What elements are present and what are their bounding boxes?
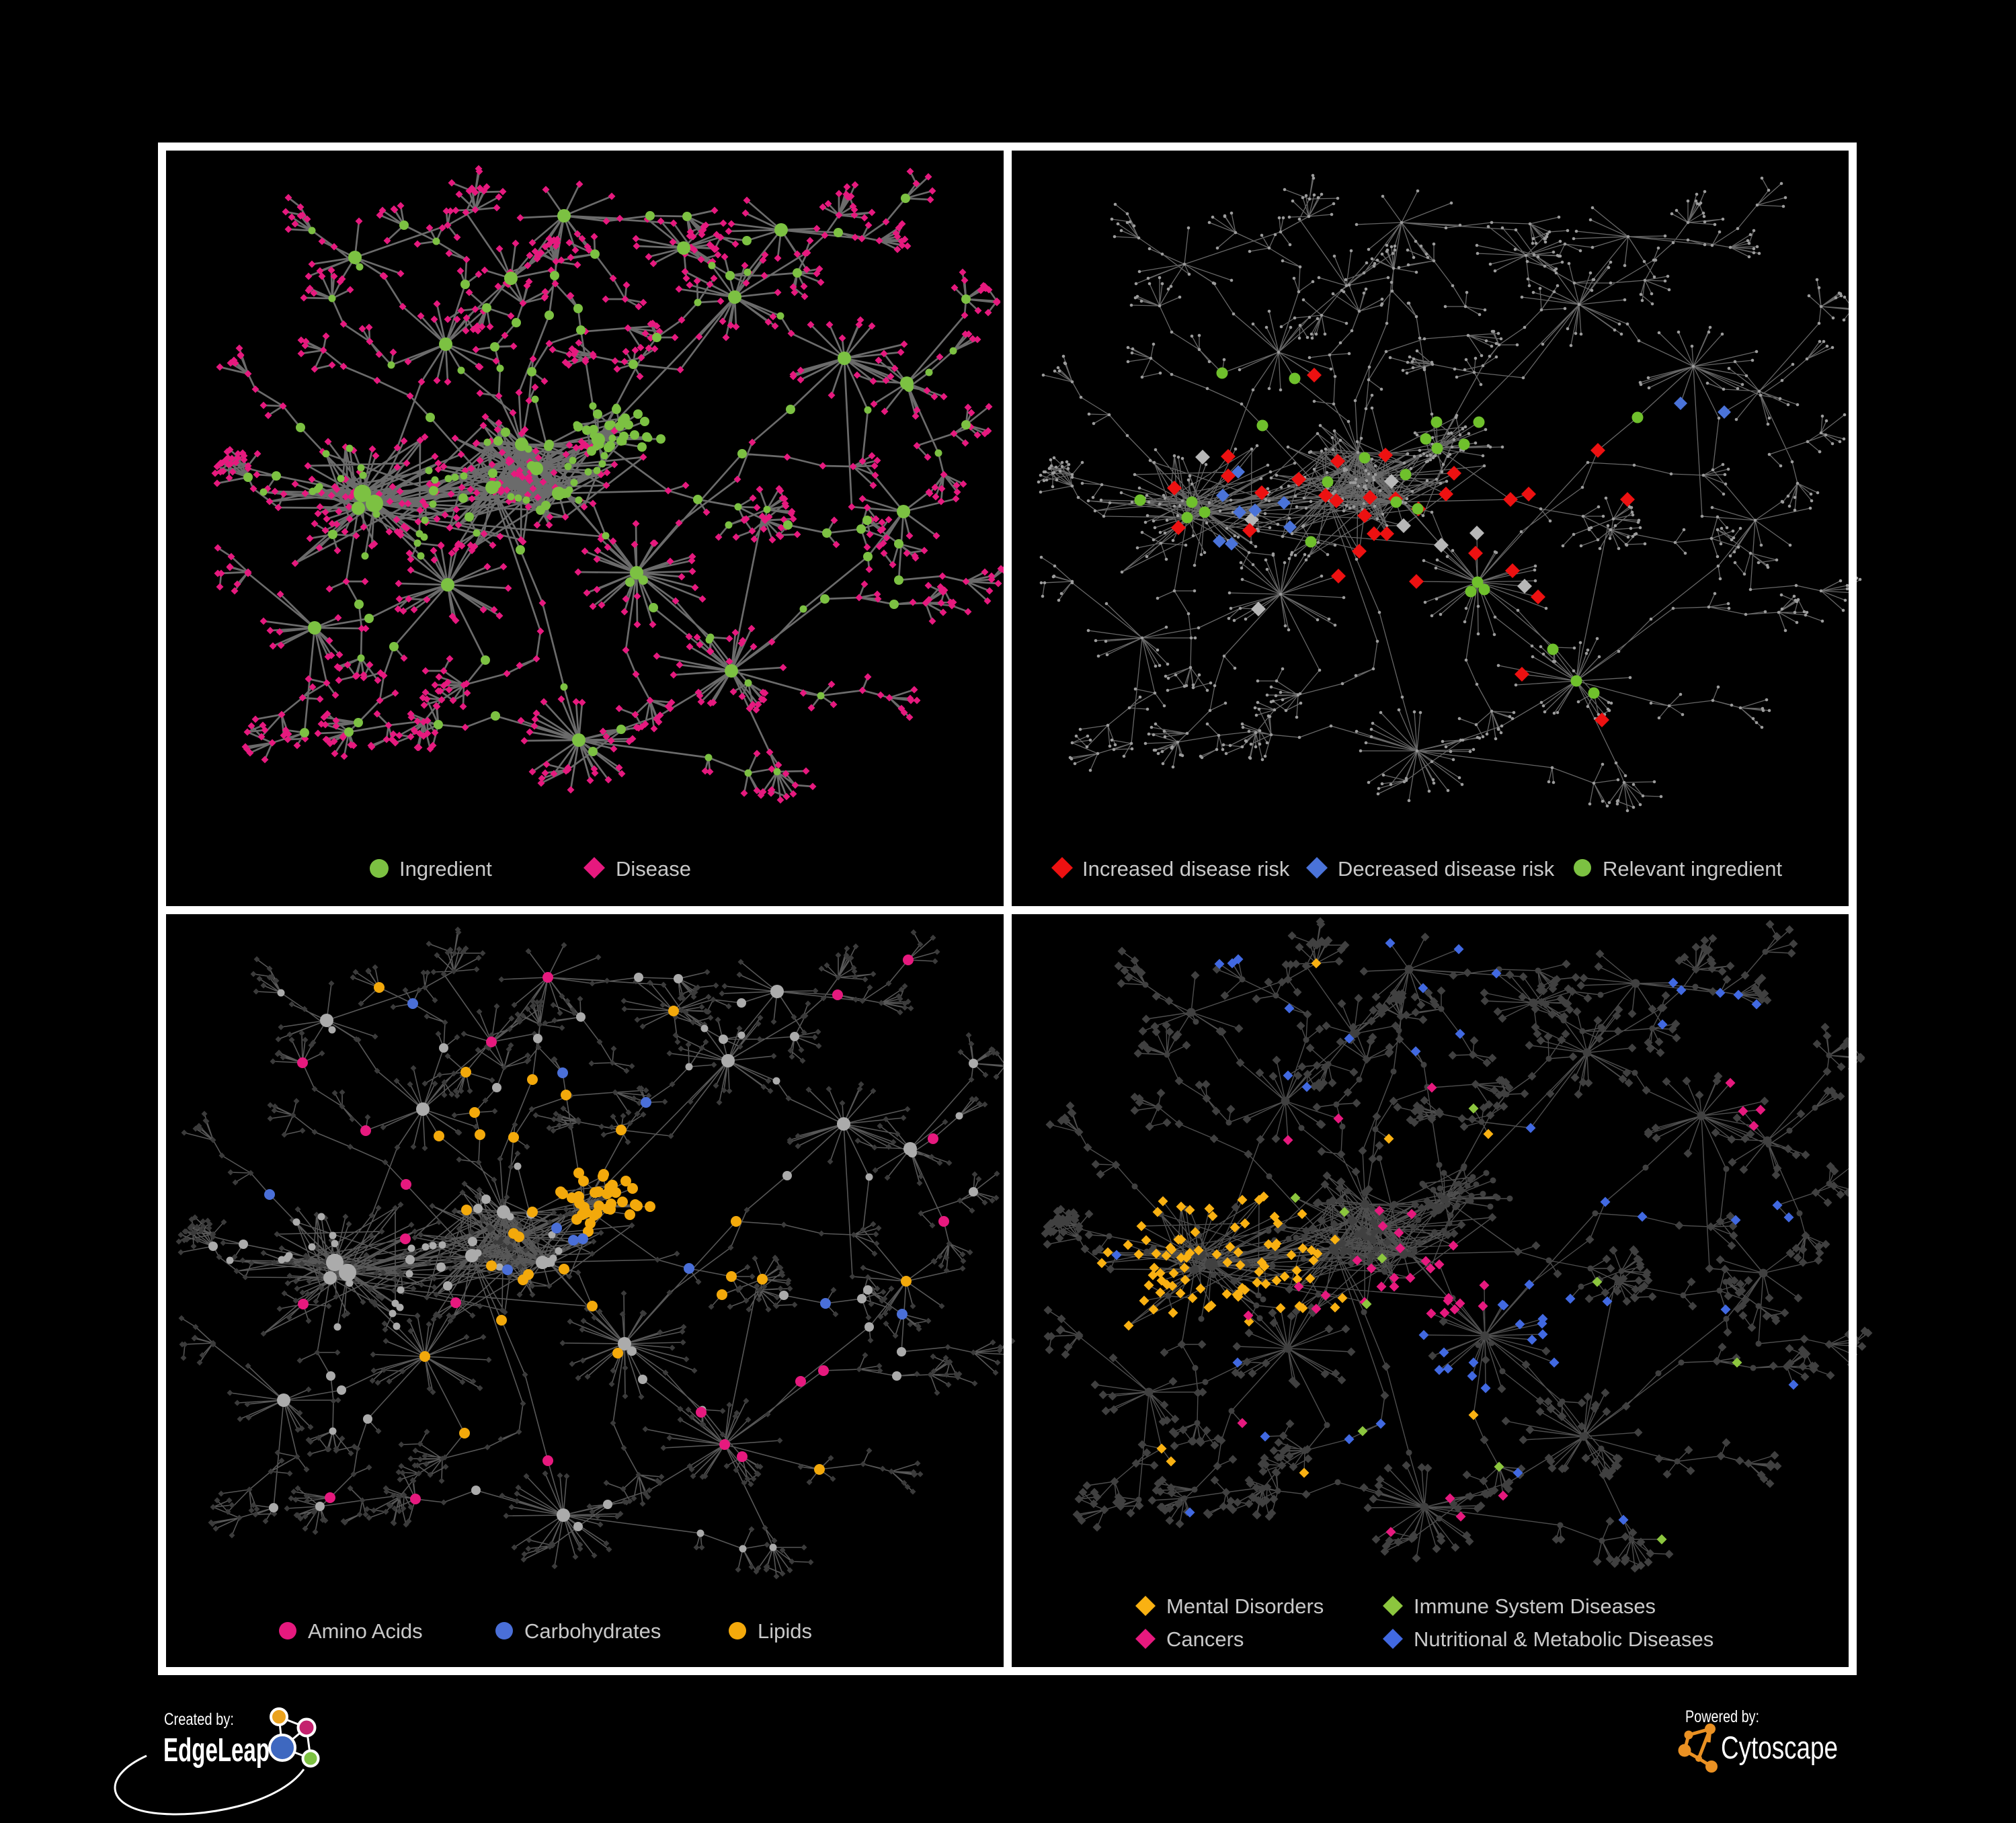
svg-text:Increased disease risk: Increased disease risk (1082, 857, 1290, 881)
svg-text:Amino Acids: Amino Acids (308, 1619, 423, 1643)
svg-text:Immune System Diseases: Immune System Diseases (1414, 1594, 1656, 1618)
svg-text:Carbohydrates: Carbohydrates (524, 1619, 661, 1643)
svg-text:Cancers: Cancers (1166, 1627, 1244, 1651)
svg-text:Disease: Disease (616, 857, 691, 881)
svg-text:Nutritional & Metabolic Diseas: Nutritional & Metabolic Diseases (1414, 1627, 1713, 1651)
svg-text:Mental Disorders: Mental Disorders (1166, 1594, 1324, 1618)
svg-text:Ingredient: Ingredient (399, 857, 492, 881)
svg-text:Relevant ingredient: Relevant ingredient (1603, 857, 1783, 881)
svg-text:EdgeLeap: EdgeLeap (163, 1732, 270, 1769)
svg-text:Decreased disease risk: Decreased disease risk (1338, 857, 1555, 881)
svg-text:Cytoscape: Cytoscape (1721, 1730, 1838, 1765)
svg-text:Lipids: Lipids (758, 1619, 812, 1643)
svg-text:Created by:: Created by: (164, 1710, 234, 1729)
svg-text:Powered by:: Powered by: (1685, 1707, 1759, 1726)
